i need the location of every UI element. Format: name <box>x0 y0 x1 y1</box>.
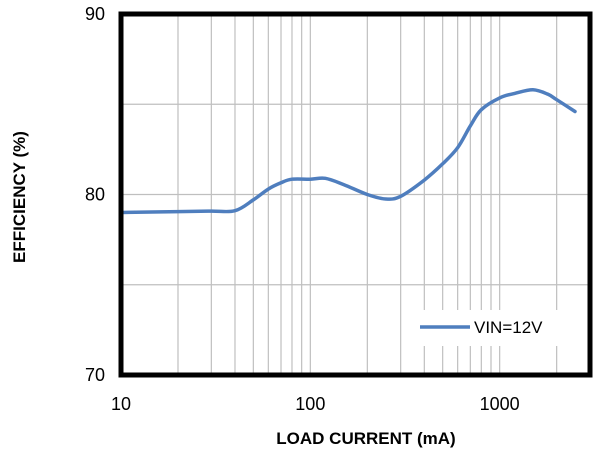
y-tick-label: 80 <box>85 185 105 205</box>
legend-label: VIN=12V <box>474 318 543 337</box>
y-tick-label: 70 <box>85 365 105 385</box>
plot-frame <box>118 11 593 378</box>
series-line-vin-12v <box>119 88 577 215</box>
y-tick-label: 90 <box>85 4 105 24</box>
tick-labels: 10 100 1000 70 80 90 <box>85 4 520 414</box>
x-axis-label: LOAD CURRENT (mA) <box>276 429 455 448</box>
x-tick-label: 100 <box>295 394 325 414</box>
x-tick-label: 1000 <box>480 394 520 414</box>
legend: VIN=12V <box>412 310 578 346</box>
x-tick-label: 10 <box>111 394 131 414</box>
series-layer <box>119 88 577 215</box>
y-axis-label: EFFICIENCY (%) <box>10 131 29 263</box>
